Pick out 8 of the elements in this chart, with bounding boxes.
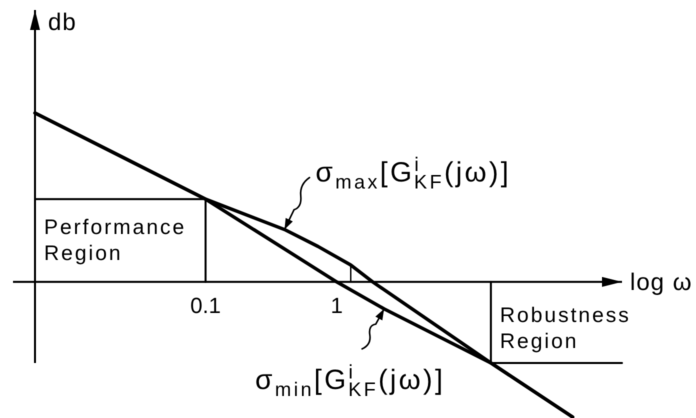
series-label: σ$_{max}$[G$^{i}$$_{KF}$(jω)] xyxy=(316,154,512,194)
x-tick-label: 1 xyxy=(330,292,343,318)
x-axis-title: log ω xyxy=(630,268,692,296)
annotation: Robustness Region xyxy=(500,304,631,353)
x-tick-label: 0.1 xyxy=(190,292,221,318)
annotation: Performance Region xyxy=(44,216,186,265)
legend-label: σ$_{min}$[G$^{i}$$_{KF}$(jω)] xyxy=(255,361,446,401)
y-axis-title: db xyxy=(48,9,77,36)
